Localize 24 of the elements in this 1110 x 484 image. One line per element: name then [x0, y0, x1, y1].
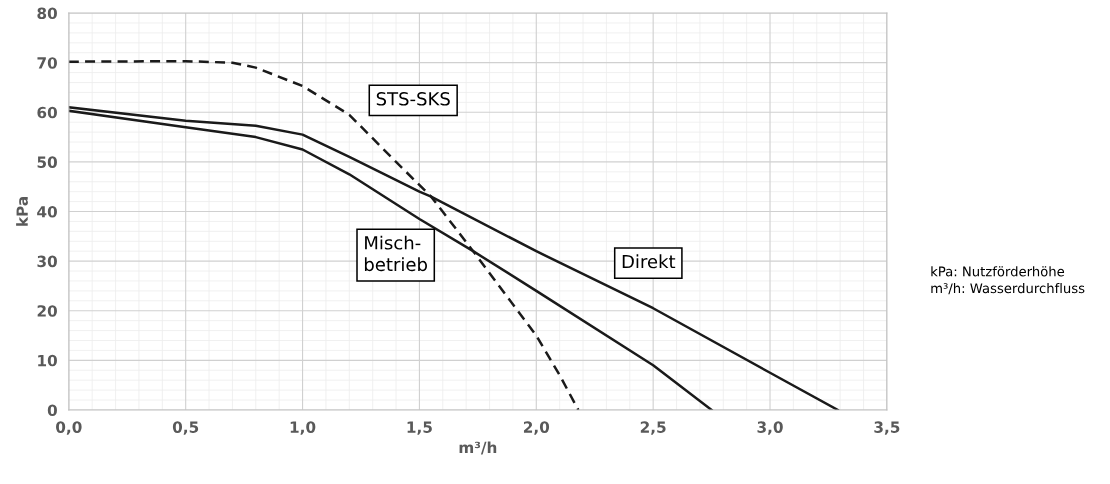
- x-tick-label: 2,0: [523, 421, 550, 435]
- series-label: Misch- betrieb: [364, 235, 427, 272]
- y-tick-label: 10: [38, 354, 57, 367]
- x-tick-label: 2,5: [640, 421, 666, 435]
- y-tick-label: 60: [37, 106, 57, 119]
- y-axis-title: kPa: [16, 197, 28, 226]
- series-label: Direkt: [622, 254, 676, 269]
- x-tick-label: 0,0: [56, 421, 82, 435]
- x-tick-label: 3,5: [874, 421, 900, 435]
- y-tick-label: 0: [47, 404, 57, 416]
- series-label: STS-SKS: [376, 91, 450, 106]
- y-tick-label: 30: [37, 255, 57, 268]
- x-tick-label: 3,0: [757, 421, 783, 435]
- x-tick-label: 1,5: [407, 421, 432, 435]
- text: m³/h: Wasserdurchfluss: [931, 282, 1085, 295]
- y-tick-label: 50: [37, 156, 57, 168]
- x-tick-label: 0,5: [172, 421, 199, 435]
- x-axis-title: m³/h: [459, 441, 497, 455]
- y-tick-label: 70: [37, 57, 57, 69]
- y-tick-label: 20: [37, 305, 57, 317]
- y-tick-label: 40: [37, 205, 57, 218]
- x-tick-label: 1,0: [290, 421, 316, 435]
- y-tick-label: 80: [37, 7, 57, 20]
- text: kPa: Nutzförderhöhe: [931, 266, 1065, 277]
